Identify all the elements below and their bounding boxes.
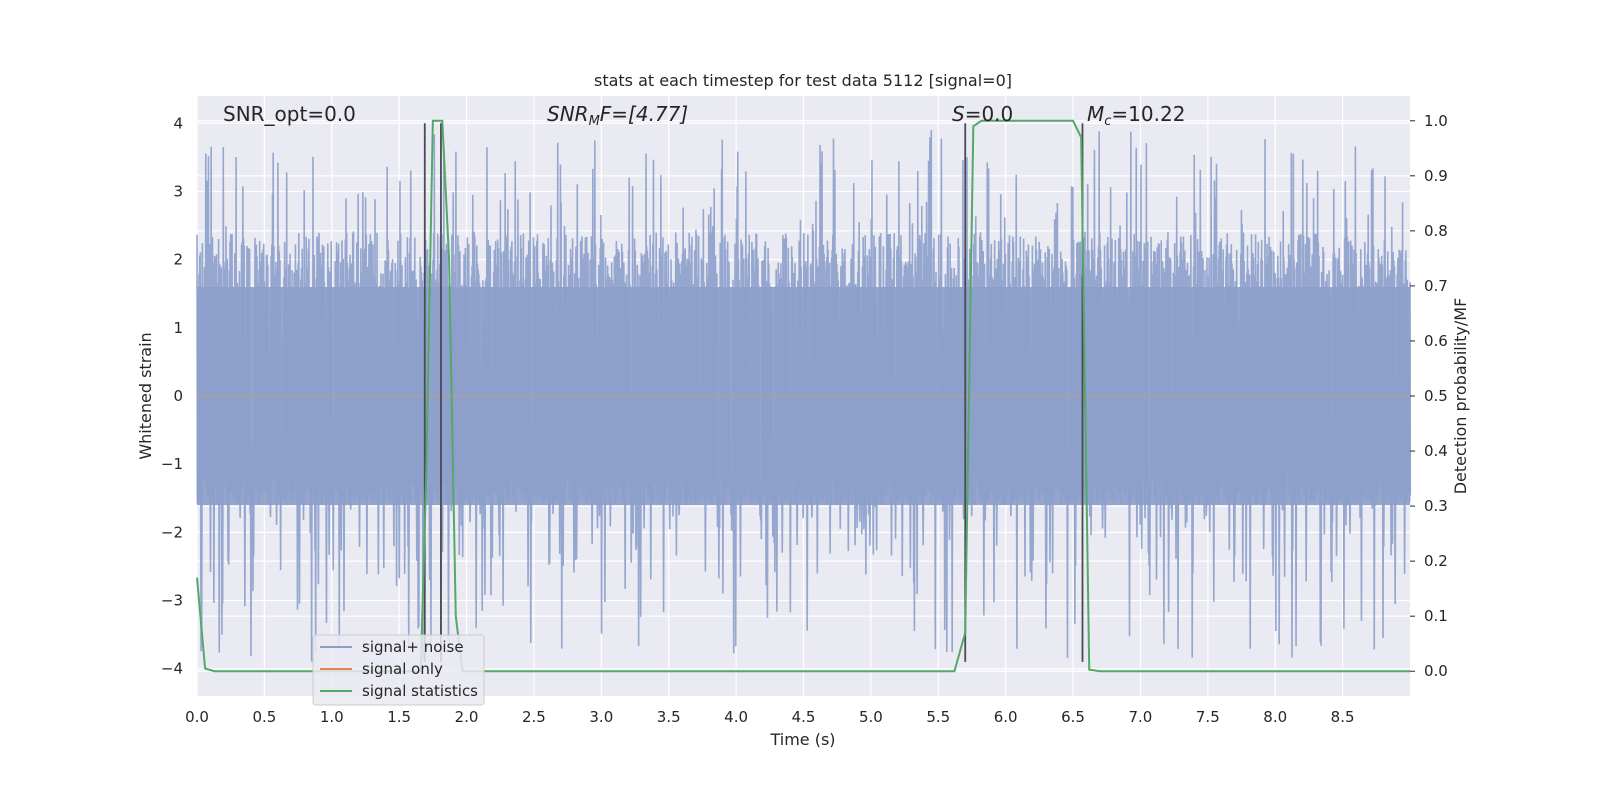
annotation-mc: Mc=10.22 — [1087, 102, 1185, 129]
x-tick-label: 2.0 — [455, 708, 479, 726]
y-tick-label-right: 0.2 — [1424, 552, 1448, 570]
y-tick-label-right: 0.8 — [1424, 222, 1448, 240]
y-tick-label-left: 1 — [173, 319, 183, 337]
x-tick-label: 1.0 — [320, 708, 344, 726]
legend-box — [312, 634, 485, 706]
annotation-s: S=0.0 — [952, 102, 1013, 126]
annotation-snr-mf-rest: F=[4.77] — [600, 102, 688, 126]
y-tick-label-left: −3 — [161, 592, 183, 610]
y-axis-label-right: Detection probability/MF — [1451, 298, 1470, 495]
x-axis-label: Time (s) — [769, 730, 835, 749]
y-tick-label-right: 0.1 — [1424, 607, 1448, 625]
annotation-snr-mf: SNRMF=[4.77] — [547, 102, 688, 129]
x-tick-label: 8.5 — [1331, 708, 1355, 726]
x-tick-label: 8.0 — [1263, 708, 1287, 726]
y-tick-label-right: 0.4 — [1424, 442, 1448, 460]
x-tick-label: 7.0 — [1129, 708, 1153, 726]
chart-title: stats at each timestep for test data 511… — [594, 71, 1012, 90]
y-tick-label-left: 0 — [173, 387, 183, 405]
y-tick-label-right: 0.7 — [1424, 277, 1448, 295]
y-tick-label-right: 0.0 — [1424, 662, 1448, 680]
y-tick-label-left: 4 — [173, 114, 183, 132]
y-tick-labels-right: 1.0 0.9 0.8 0.7 0.6 0.5 0.4 0.3 0.2 0.1 0.0 — [1410, 112, 1448, 680]
x-tick-label: 7.5 — [1196, 708, 1220, 726]
annotation-snr-mf-sub: M — [589, 114, 600, 129]
x-tick-label: 5.0 — [859, 708, 883, 726]
annotation-mc-rest: =10.22 — [1111, 102, 1185, 126]
annotation-mc-sub: c — [1104, 114, 1111, 129]
legend-label-statistic: signal statistics — [362, 682, 478, 700]
noise-line — [196, 130, 1412, 662]
x-tick-label: 5.5 — [926, 708, 950, 726]
x-tick-label: 6.0 — [994, 708, 1018, 726]
x-tick-label: 0.0 — [185, 708, 209, 726]
x-tick-label: 4.0 — [724, 708, 748, 726]
legend: signal+ noise signal only signal statist… — [312, 634, 485, 706]
y-tick-label-right: 0.3 — [1424, 497, 1448, 515]
x-tick-label: 3.0 — [589, 708, 613, 726]
legend-label-noise: signal+ noise — [362, 638, 464, 656]
y-tick-label-left: 3 — [173, 182, 183, 200]
annotation-mc-main: M — [1087, 102, 1104, 126]
annotation-s-rest: =0.0 — [965, 102, 1014, 126]
annotation-snr-opt: SNR_opt=0.0 — [223, 102, 356, 126]
x-tick-label: 2.5 — [522, 708, 546, 726]
y-axis-label-left: Whitened strain — [136, 332, 155, 459]
x-tick-label: 4.5 — [792, 708, 816, 726]
annotation-snr-mf-main: SNR — [547, 102, 589, 126]
y-tick-label-left: 2 — [173, 251, 183, 269]
y-tick-label-right: 1.0 — [1424, 112, 1448, 130]
legend-label-signal-only: signal only — [362, 660, 443, 678]
y-tick-labels-left: 4 3 2 1 0 −1 −2 −3 −4 — [161, 114, 183, 677]
y-tick-label-right: 0.6 — [1424, 332, 1448, 350]
y-tick-label-left: −2 — [161, 523, 183, 541]
annotation-s-main: S — [952, 102, 965, 126]
y-tick-label-right: 0.5 — [1424, 387, 1448, 405]
y-tick-label-right: 0.9 — [1424, 167, 1448, 185]
x-tick-label: 1.5 — [387, 708, 411, 726]
y-tick-label-left: −4 — [161, 660, 183, 678]
x-tick-label: 0.5 — [252, 708, 276, 726]
x-tick-label: 3.5 — [657, 708, 681, 726]
y-tick-label-left: −1 — [161, 455, 183, 473]
x-tick-labels: 0.0 0.5 1.0 1.5 2.0 2.5 3.0 3.5 4.0 4.5 5.0 5.5 6.0 6… — [185, 708, 1354, 726]
x-tick-label: 6.5 — [1061, 708, 1085, 726]
